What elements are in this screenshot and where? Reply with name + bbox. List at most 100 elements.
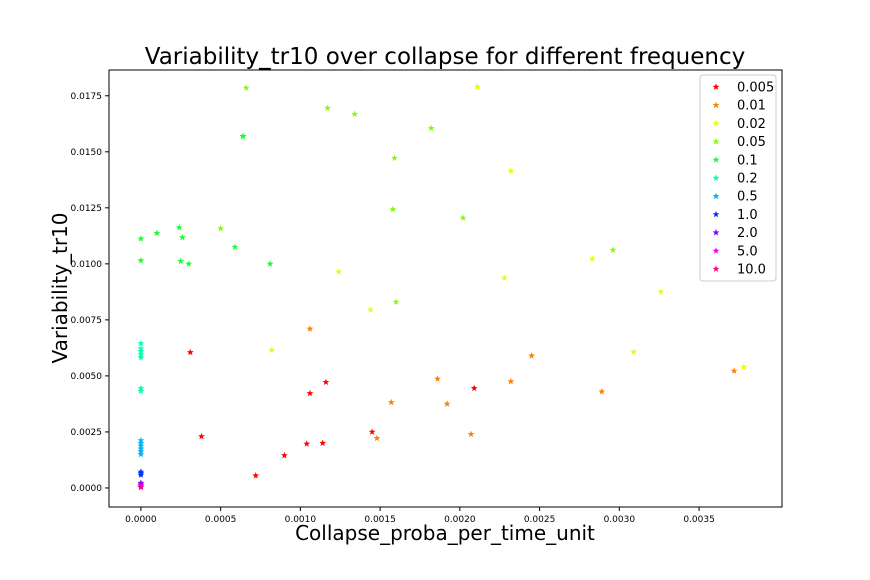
- data-point-star: [319, 439, 327, 447]
- data-point-star: [391, 154, 398, 161]
- data-point-star: [137, 256, 145, 264]
- legend-marker: [712, 138, 720, 145]
- data-point-star: [324, 104, 331, 112]
- data-point-star: [252, 472, 260, 479]
- legend-entry-label: 0.005: [737, 81, 774, 96]
- legend-entry-label: 0.2: [737, 172, 758, 187]
- y-axis: 0.0000 0.0025 0.0050 0.0075 0.0100 0.0125 0.01…: [71, 92, 109, 494]
- data-point-star: [507, 167, 515, 174]
- legend-marker: [712, 156, 720, 163]
- legend-entry-label: 2.0: [737, 226, 758, 241]
- legend-marker: [712, 101, 720, 109]
- y-axis-label: Variability_tr10: [48, 213, 72, 364]
- data-point-star: [630, 348, 638, 355]
- data-point-star: [427, 124, 435, 132]
- data-point-star: [303, 440, 311, 447]
- x-tick-label: 0.0020: [444, 515, 476, 525]
- data-point-star: [389, 205, 397, 213]
- data-point-star: [367, 306, 374, 313]
- data-point-star: [467, 430, 475, 438]
- data-point-star: [351, 110, 359, 118]
- x-tick-label: 0.0035: [683, 515, 715, 525]
- data-point-star: [239, 132, 247, 140]
- data-point-star: [266, 260, 274, 267]
- data-point-star: [137, 235, 145, 242]
- x-tick-label: 0.0015: [364, 515, 396, 525]
- data-point-star: [268, 346, 276, 354]
- y-tick-label: 0.0050: [71, 372, 103, 382]
- x-tick-label: 0.0005: [205, 515, 237, 525]
- data-point-star: [368, 428, 376, 435]
- chart-title: Variability_tr10 over collapse for diffe…: [145, 44, 745, 70]
- y-tick-label: 0.0100: [71, 260, 103, 270]
- data-point-star: [281, 451, 288, 459]
- legend-entry-label: 1.0: [737, 208, 758, 223]
- data-point-star: [137, 353, 145, 361]
- x-axis: 0.0000 0.0005 0.0010 0.0015 0.0020 0.0025 0.00…: [125, 507, 715, 525]
- plot-area-frame: [108, 69, 783, 508]
- data-point-star: [657, 288, 665, 295]
- data-point-star: [730, 367, 738, 374]
- data-point-star: [217, 224, 225, 232]
- legend-marker: [712, 229, 720, 236]
- data-point-star: [434, 375, 441, 382]
- legend-entry-label: 10.0: [737, 263, 766, 278]
- y-tick-label: 0.0075: [71, 316, 103, 326]
- data-point-star: [598, 387, 606, 395]
- data-point-star: [501, 274, 508, 281]
- data-point-star: [387, 398, 395, 406]
- data-point-star: [137, 347, 145, 355]
- legend: 0.005 0.01 0.02 0.05 0.1 0.2 0.5 1.0 2.0 5.0 10.0: [699, 74, 777, 282]
- y-tick-label: 0.0025: [71, 428, 103, 438]
- data-point-star: [528, 352, 536, 359]
- data-point-star: [322, 378, 330, 386]
- legend-marker: [712, 83, 720, 90]
- x-axis-label: Collapse_proba_per_time_unit: [295, 521, 595, 545]
- data-point-star: [740, 363, 748, 370]
- legend-marker: [712, 192, 720, 200]
- data-point-star: [609, 246, 617, 253]
- data-point-star: [306, 389, 314, 397]
- data-point-star: [588, 255, 596, 262]
- x-tick-label: 0.0025: [524, 515, 556, 525]
- data-point-star: [137, 387, 145, 395]
- legend-entry-label: 0.1: [737, 153, 758, 168]
- y-tick-label: 0.0150: [71, 148, 103, 158]
- legend-entry-label: 0.02: [737, 117, 766, 132]
- data-point-star: [306, 325, 314, 332]
- data-point-star: [507, 377, 515, 385]
- legend-marker: [712, 119, 720, 127]
- data-point-star: [186, 348, 194, 356]
- data-point-star: [137, 450, 145, 458]
- legend-marker: [712, 265, 720, 272]
- x-tick-label: 0.0000: [125, 515, 157, 525]
- data-point-star: [373, 434, 381, 442]
- data-point-star: [473, 83, 481, 90]
- y-tick-label: 0.0000: [71, 484, 103, 494]
- data-point-star: [443, 400, 451, 407]
- legend-entry-label: 0.05: [737, 135, 766, 150]
- legend-entry-label: 0.5: [737, 190, 758, 205]
- data-point-star: [470, 384, 478, 392]
- data-point-star: [137, 339, 145, 347]
- legend-box: [699, 74, 777, 282]
- legend-entry-label: 0.01: [737, 99, 766, 114]
- legend-entry-label: 5.0: [737, 244, 758, 259]
- data-point-star: [185, 260, 193, 267]
- legend-marker: [712, 210, 720, 218]
- data-point-star: [392, 298, 400, 305]
- data-point-star: [137, 483, 145, 491]
- data-point-star: [177, 257, 185, 265]
- data-point-star: [137, 471, 145, 478]
- x-tick-label: 0.0010: [285, 515, 317, 525]
- data-point-star: [175, 223, 183, 231]
- data-point-star: [231, 243, 239, 250]
- y-tick-label: 0.0125: [71, 204, 103, 214]
- data-point-star: [198, 432, 205, 440]
- data-point-star: [178, 233, 186, 241]
- legend-marker: [712, 174, 720, 181]
- data-point-star: [335, 268, 343, 275]
- legend-marker: [712, 247, 720, 254]
